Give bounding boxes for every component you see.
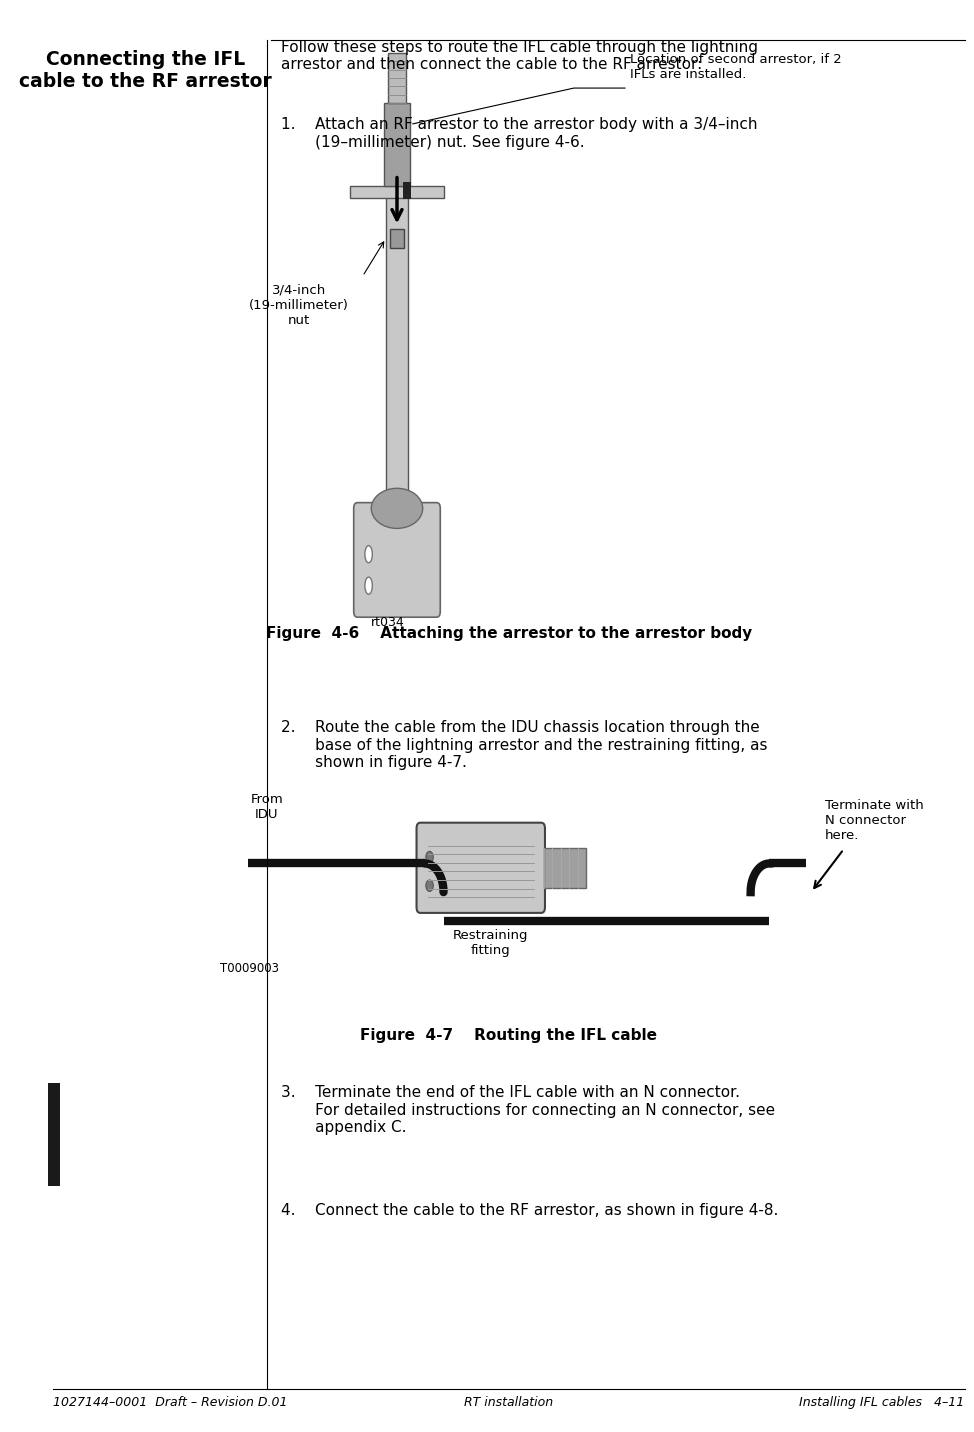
Text: Figure  4-6    Attaching the arrestor to the arrestor body: Figure 4-6 Attaching the arrestor to the…	[266, 626, 752, 640]
Text: Follow these steps to route the IFL cable through the lightning
arrestor and the: Follow these steps to route the IFL cabl…	[281, 40, 758, 73]
Bar	[386, 193, 408, 516]
Bar	[544, 848, 586, 888]
Bar	[402, 182, 411, 199]
Text: 1027144–0001  Draft – Revision D.01: 1027144–0001 Draft – Revision D.01	[53, 1396, 287, 1409]
Text: Restraining
fitting: Restraining fitting	[452, 929, 528, 957]
Text: Connecting the IFL
cable to the RF arrestor: Connecting the IFL cable to the RF arres…	[19, 50, 272, 92]
Ellipse shape	[365, 546, 372, 563]
Text: Terminate with
N connector
here.: Terminate with N connector here.	[825, 799, 924, 842]
Bar	[391, 229, 403, 248]
Text: 3/4-inch
(19-millimeter)
nut: 3/4-inch (19-millimeter) nut	[249, 284, 350, 326]
Circle shape	[426, 852, 433, 862]
Bar	[388, 53, 406, 103]
Circle shape	[426, 879, 433, 891]
Text: 2.    Route the cable from the IDU chassis location through the
       base of t: 2. Route the cable from the IDU chassis …	[281, 720, 768, 770]
Text: 1.    Attach an RF arrestor to the arrestor body with a 3/4–inch
       (19–mill: 1. Attach an RF arrestor to the arrestor…	[281, 117, 757, 150]
FancyBboxPatch shape	[417, 823, 545, 914]
Bar	[384, 103, 410, 186]
Text: Figure  4-7    Routing the IFL cable: Figure 4-7 Routing the IFL cable	[360, 1028, 657, 1042]
FancyBboxPatch shape	[354, 503, 440, 617]
Text: Location of second arrestor, if 2
IFLs are installed.: Location of second arrestor, if 2 IFLs a…	[629, 53, 842, 82]
Text: 4.    Connect the cable to the RF arrestor, as shown in figure 4-8.: 4. Connect the cable to the RF arrestor,…	[281, 1203, 778, 1217]
Ellipse shape	[371, 488, 423, 528]
Text: From
IDU: From IDU	[250, 792, 283, 821]
Text: 3.    Terminate the end of the IFL cable with an N connector.
       For detaile: 3. Terminate the end of the IFL cable wi…	[281, 1085, 774, 1136]
Text: RT installation: RT installation	[464, 1396, 553, 1409]
Text: Installing IFL cables   4–11: Installing IFL cables 4–11	[800, 1396, 964, 1409]
Ellipse shape	[365, 577, 372, 594]
Text: T0009003: T0009003	[220, 962, 280, 975]
Bar	[351, 186, 443, 198]
Bar	[48, 1083, 60, 1186]
Text: rt034: rt034	[371, 616, 404, 629]
